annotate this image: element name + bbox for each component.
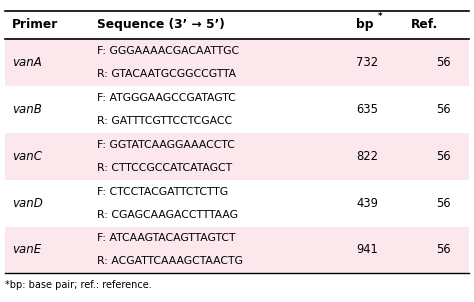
Text: 56: 56	[436, 56, 450, 69]
Text: vanB: vanB	[12, 103, 42, 116]
Text: 56: 56	[436, 150, 450, 163]
Text: R: GATTTCGTTCCTCGACC: R: GATTTCGTTCCTCGACC	[97, 116, 232, 126]
Bar	[5, 226, 469, 273]
Text: *: *	[378, 12, 383, 21]
Text: Sequence (3’ → 5’): Sequence (3’ → 5’)	[97, 18, 225, 31]
Bar	[5, 39, 469, 86]
Text: bp: bp	[356, 18, 374, 31]
Text: vanD: vanD	[12, 197, 43, 210]
Text: 56: 56	[436, 103, 450, 116]
Text: R: GTACAATGCGGCCGTTA: R: GTACAATGCGGCCGTTA	[97, 69, 237, 79]
Text: R: CGAGCAAGACCTTTAAG: R: CGAGCAAGACCTTTAAG	[97, 210, 238, 220]
Text: vanA: vanA	[12, 56, 42, 69]
Text: F: CTCCTACGATTCTCTTG: F: CTCCTACGATTCTCTTG	[97, 187, 228, 197]
Text: F: ATCAAGTACAGTTAGTCT: F: ATCAAGTACAGTTAGTCT	[97, 233, 236, 243]
Text: *bp: base pair; ref.: reference.: *bp: base pair; ref.: reference.	[5, 280, 152, 291]
Text: 941: 941	[356, 243, 378, 256]
Text: Primer: Primer	[12, 18, 58, 31]
Text: F: ATGGGAAGCCGATAGTC: F: ATGGGAAGCCGATAGTC	[97, 93, 236, 103]
Bar	[5, 133, 469, 180]
Text: vanE: vanE	[12, 243, 41, 256]
Text: Ref.: Ref.	[410, 18, 438, 31]
Text: 635: 635	[356, 103, 378, 116]
Text: F: GGTATCAAGGAAACCTC: F: GGTATCAAGGAAACCTC	[97, 140, 235, 150]
Text: 56: 56	[436, 197, 450, 210]
Text: 732: 732	[356, 56, 378, 69]
Text: F: GGGAAAACGACAATTGC: F: GGGAAAACGACAATTGC	[97, 46, 239, 56]
Text: vanC: vanC	[12, 150, 42, 163]
Text: R: ACGATTCAAAGCTAACTG: R: ACGATTCAAAGCTAACTG	[97, 256, 243, 266]
Text: 56: 56	[436, 243, 450, 256]
Text: R: CTTCCGCCATCATAGCT: R: CTTCCGCCATCATAGCT	[97, 163, 232, 173]
Text: 439: 439	[356, 197, 378, 210]
Text: 822: 822	[356, 150, 378, 163]
